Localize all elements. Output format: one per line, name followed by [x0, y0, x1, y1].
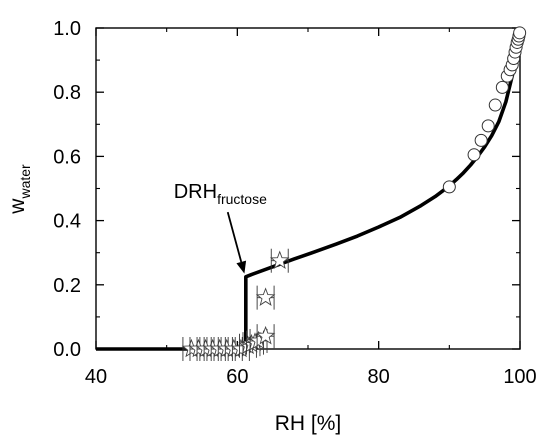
y-tick-label: 1.0	[53, 18, 81, 40]
plot-area	[95, 27, 521, 350]
star-point	[255, 325, 276, 345]
y-tick-label: 0.2	[53, 275, 81, 297]
y-tick-label: 0.0	[53, 339, 81, 361]
axis-ticks: 40 60 80 100 0.0 0.2 0.4 0.6 0.8 1.0	[53, 18, 537, 388]
annotation-arrowhead	[236, 260, 247, 274]
star-point	[269, 250, 290, 270]
y-axis-label-main: w	[6, 198, 29, 215]
y-tick-label: 0.6	[53, 146, 81, 168]
x-tick-label: 100	[503, 366, 536, 388]
x-tick-label: 60	[226, 366, 248, 388]
annotation-layer: DRHfructose	[174, 181, 267, 274]
y-tick-label: 0.8	[53, 82, 81, 104]
annotation-label-main: DRH	[174, 181, 217, 203]
series-layer	[96, 26, 527, 361]
plot-frame	[95, 27, 521, 350]
x-tick-label: 80	[368, 366, 390, 388]
circle-point	[474, 133, 488, 147]
y-tick-label: 0.4	[53, 211, 81, 233]
circle-point	[513, 26, 527, 40]
annotation-label-sub: fructose	[217, 191, 267, 207]
star-point	[255, 287, 276, 306]
y-axis-label: wwater	[6, 164, 33, 215]
y-axis-label-sub: water	[17, 164, 33, 200]
circle-point	[495, 80, 509, 94]
x-tick-label: 40	[85, 366, 107, 388]
model-curve	[96, 30, 522, 351]
circle-point	[442, 180, 456, 194]
annotation-label: DRHfructose	[174, 181, 267, 207]
circle-point	[488, 98, 502, 112]
circle-point	[467, 148, 481, 162]
circle-point	[481, 119, 495, 133]
annotation-arrow	[226, 211, 243, 263]
x-axis-label: RH [%]	[275, 412, 342, 435]
